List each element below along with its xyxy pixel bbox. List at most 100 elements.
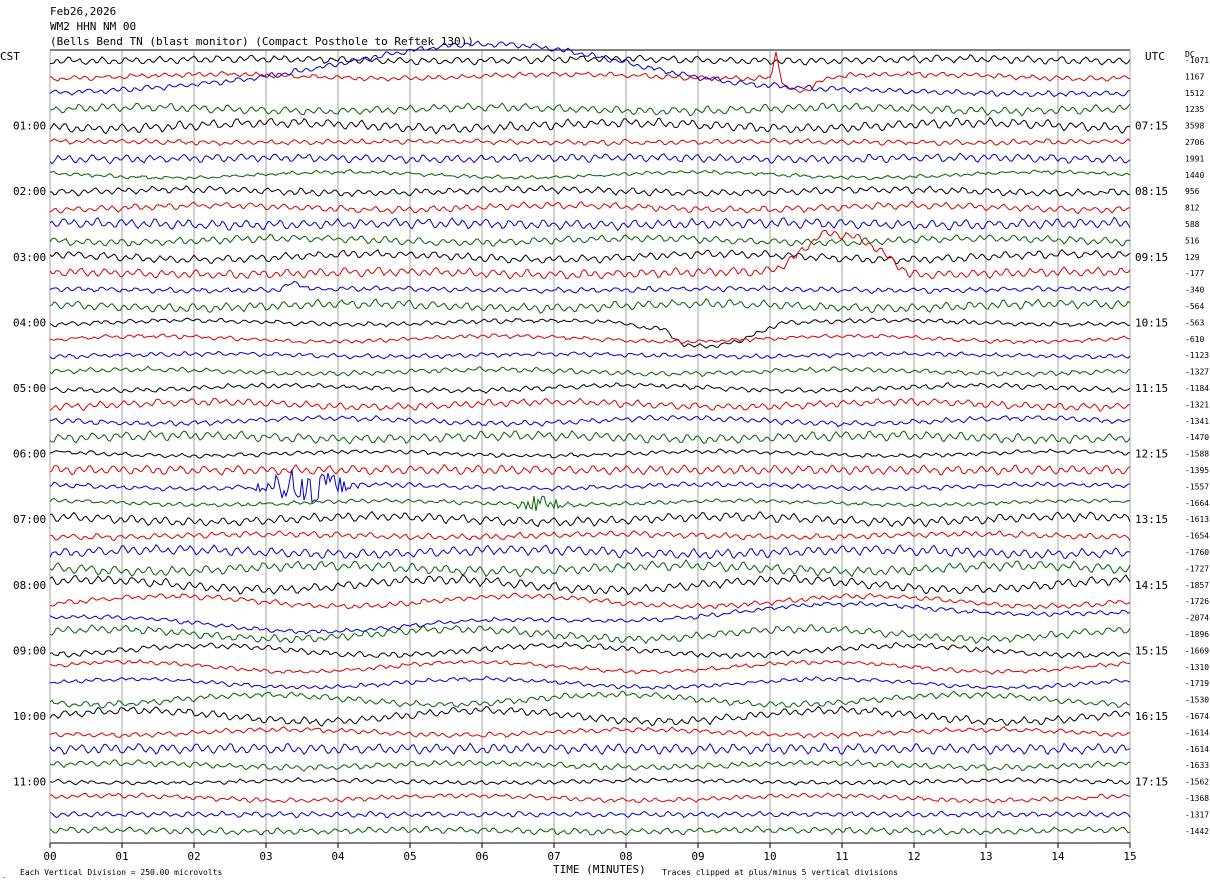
dc-offset-label: -1442 — [1185, 827, 1209, 836]
x-tick-label: 06 — [475, 850, 488, 863]
dc-offset-label: -1071 — [1185, 56, 1209, 65]
dc-offset-label: -1530 — [1185, 696, 1209, 705]
seismic-trace — [49, 574, 1131, 596]
seismic-trace — [49, 249, 1131, 265]
seismic-trace — [49, 116, 1131, 135]
seismic-trace — [49, 558, 1131, 578]
seismic-trace — [49, 825, 1131, 836]
seismic-trace — [49, 495, 1131, 511]
seismic-trace — [49, 365, 1131, 378]
dc-offset-label: -1664 — [1185, 499, 1209, 508]
right-hour-label: 10:15 — [1135, 316, 1168, 329]
dc-offset-label: -1317 — [1185, 810, 1209, 819]
seismic-trace — [49, 624, 1131, 645]
x-tick-label: 09 — [691, 850, 704, 863]
right-hour-label: 09:15 — [1135, 251, 1168, 264]
x-tick-label: 10 — [763, 850, 776, 863]
seismic-trace — [49, 40, 1131, 98]
seismic-trace — [49, 705, 1131, 727]
seismic-trace — [49, 792, 1131, 804]
x-tick-label: 13 — [979, 850, 992, 863]
seismic-trace — [49, 469, 1131, 504]
left-timezone-label: CST — [0, 50, 20, 63]
dc-offset-label: -1614 — [1185, 728, 1209, 737]
dc-offset-label: 812 — [1185, 204, 1200, 213]
dc-offset-label: -1562 — [1185, 778, 1209, 787]
seismic-trace — [49, 658, 1131, 675]
seismic-trace — [49, 448, 1131, 459]
seismic-trace — [49, 169, 1131, 180]
seismic-trace — [49, 233, 1131, 247]
dc-offset-label: 1991 — [1185, 154, 1204, 163]
seismic-trace — [49, 726, 1131, 739]
seismic-trace — [49, 429, 1131, 445]
dc-offset-label: -1588 — [1185, 450, 1209, 459]
seismic-trace — [49, 397, 1131, 412]
seismic-trace — [49, 641, 1131, 659]
dc-offset-label: -1557 — [1185, 482, 1209, 491]
dc-offset-label: -1310 — [1185, 663, 1209, 672]
x-tick-label: 05 — [403, 850, 416, 863]
seismic-trace — [49, 298, 1131, 314]
seismic-trace — [49, 184, 1131, 198]
right-hour-label: 14:15 — [1135, 579, 1168, 592]
x-tick-label: 04 — [331, 850, 345, 863]
seismic-trace — [49, 463, 1131, 476]
right-hour-label: 16:15 — [1135, 710, 1168, 723]
x-tick-label: 00 — [43, 850, 56, 863]
x-tick-label: 12 — [907, 850, 920, 863]
left-hour-label: 03:00 — [13, 251, 46, 264]
dc-offset-label: 516 — [1185, 236, 1200, 245]
left-hour-label: 08:00 — [13, 579, 46, 592]
seismic-trace — [49, 675, 1131, 690]
seismic-trace — [49, 280, 1131, 295]
seismic-trace — [49, 810, 1131, 819]
dc-offset-label: -1726 — [1185, 597, 1209, 606]
left-hour-label: 09:00 — [13, 644, 46, 657]
corner-mark: . — [2, 872, 6, 880]
left-hour-label: 11:00 — [13, 776, 46, 789]
seismic-trace — [49, 414, 1131, 428]
dc-offset-label: 3598 — [1185, 122, 1204, 131]
station-code: WM2 HHN NM 00 — [50, 20, 137, 33]
dc-offset-label: -1674 — [1185, 712, 1209, 721]
dc-offset-label: -1470 — [1185, 433, 1209, 442]
seismic-trace — [49, 317, 1131, 349]
dc-offset-label: -1368 — [1185, 794, 1209, 803]
dc-offset-label: -1184 — [1185, 384, 1209, 393]
left-hour-label: 02:00 — [13, 185, 46, 198]
seismic-trace — [49, 51, 1131, 93]
x-tick-label: 11 — [835, 850, 848, 863]
left-hour-label: 01:00 — [13, 120, 46, 133]
station-description: (Bells Bend TN (blast monitor) (Compact … — [50, 35, 474, 48]
seismic-trace — [49, 216, 1131, 232]
seismic-trace — [49, 152, 1131, 165]
x-tick-label: 01 — [115, 850, 128, 863]
seismic-trace — [49, 381, 1131, 394]
right-hour-label: 08:15 — [1135, 185, 1168, 198]
x-tick-label: 15 — [1123, 850, 1136, 863]
dc-offset-label: 1512 — [1185, 89, 1204, 98]
dc-offset-label: -564 — [1185, 302, 1204, 311]
left-hour-label: 05:00 — [13, 382, 46, 395]
left-hour-label: 10:00 — [13, 710, 46, 723]
dc-offset-label: 1235 — [1185, 105, 1204, 114]
dc-offset-label: -1327 — [1185, 368, 1209, 377]
left-hour-label: 04:00 — [13, 316, 46, 329]
right-hour-label: 12:15 — [1135, 448, 1168, 461]
left-hour-label: 06:00 — [13, 448, 46, 461]
x-axis-title: TIME (MINUTES) — [553, 863, 646, 876]
footer-clip-note: Traces clipped at plus/minus 5 vertical … — [662, 868, 898, 877]
dc-offset-label: -563 — [1185, 318, 1204, 327]
seismic-trace — [49, 333, 1131, 345]
dc-offset-label: -1341 — [1185, 417, 1209, 426]
dc-offset-label: -1321 — [1185, 400, 1209, 409]
dc-offset-label: 1440 — [1185, 171, 1204, 180]
dc-offset-label: -1123 — [1185, 351, 1209, 360]
seismic-trace — [49, 350, 1131, 360]
seismic-trace — [49, 530, 1131, 542]
dc-offset-label: -1633 — [1185, 761, 1209, 770]
seismic-trace — [49, 230, 1131, 280]
dc-offset-label: -2074 — [1185, 614, 1209, 623]
right-timezone-label: UTC — [1145, 50, 1165, 63]
